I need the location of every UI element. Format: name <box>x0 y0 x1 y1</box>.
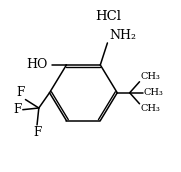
Text: CH₃: CH₃ <box>140 72 160 81</box>
Text: HO: HO <box>26 58 48 71</box>
Text: NH₂: NH₂ <box>109 29 136 42</box>
Text: F: F <box>33 126 41 139</box>
Text: CH₃: CH₃ <box>144 88 164 97</box>
Text: CH₃: CH₃ <box>140 104 160 113</box>
Text: F: F <box>14 103 22 116</box>
Text: F: F <box>16 86 25 99</box>
Text: HCl: HCl <box>95 10 121 23</box>
